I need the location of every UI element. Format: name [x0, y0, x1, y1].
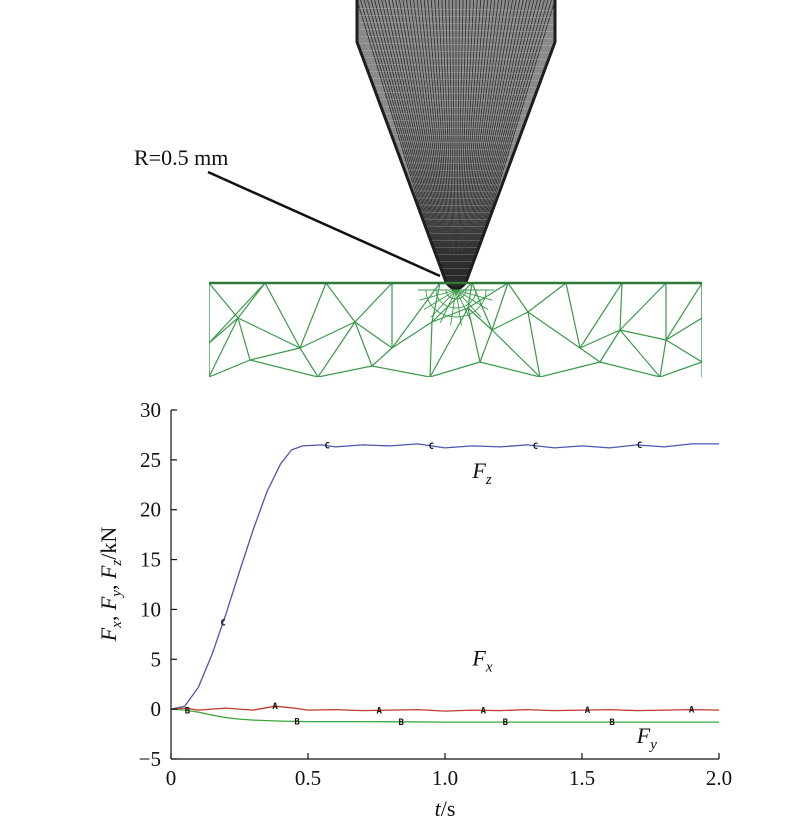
y-tick-label: −5: [139, 747, 161, 771]
x-tick-label: 2.0: [706, 766, 732, 790]
x-tick-label: 1.0: [432, 766, 458, 790]
series-line-fz: [170, 443, 719, 710]
y-tick-label: 5: [151, 647, 162, 671]
curve-label-fx: Fx: [471, 645, 492, 675]
series-marker-fx: A: [377, 706, 383, 716]
x-tick-label: 1.5: [569, 766, 595, 790]
series-marker-fx: A: [689, 706, 695, 716]
tool-mesh-illustration: R=0.5 mm: [134, 0, 702, 377]
x-tick-label: 0: [166, 766, 177, 790]
series-line-fy: [170, 708, 719, 723]
series-line-fx: [170, 705, 720, 712]
x-axis-title: t/s: [435, 796, 456, 821]
series-marker-fz: C: [220, 618, 225, 628]
curve-label-fy: Fy: [636, 723, 657, 753]
x-tick-label: 0.5: [295, 766, 321, 790]
y-tick-label: 20: [140, 498, 161, 522]
series-marker-fx: A: [585, 706, 591, 716]
tool-shape: [355, 0, 557, 291]
axes: [170, 410, 719, 760]
series-marker-fy: B: [503, 718, 509, 728]
series-marker-fy: B: [185, 707, 191, 717]
series-group: C C C C C A A A A A B B B B B: [170, 441, 720, 728]
radius-annotation: R=0.5 mm: [134, 145, 228, 170]
series-marker-fz: C: [637, 441, 642, 451]
y-tick-label: 15: [140, 548, 161, 572]
workpiece-mesh: [209, 281, 702, 377]
y-tick-label: 0: [151, 697, 162, 721]
radius-leader-line: [207, 170, 441, 278]
series-marker-fz: C: [429, 442, 434, 452]
y-tick-label: 25: [140, 448, 161, 472]
series-marker-fx: A: [272, 702, 278, 712]
y-tick-label: 10: [140, 597, 161, 621]
series-marker-fy: B: [609, 718, 615, 728]
curve-label-fz: Fz: [471, 458, 491, 488]
series-marker-fz: C: [533, 442, 538, 452]
y-tick-label: 30: [140, 398, 161, 422]
series-marker-fy: B: [398, 718, 404, 728]
y-axis-title: Fx, Fy, Fz/kN: [96, 527, 125, 643]
curve-label-group: Fz Fx Fy: [471, 458, 657, 753]
series-marker-fx: A: [481, 706, 487, 716]
series-marker-fy: B: [294, 717, 300, 727]
series-marker-fz: C: [324, 442, 329, 452]
